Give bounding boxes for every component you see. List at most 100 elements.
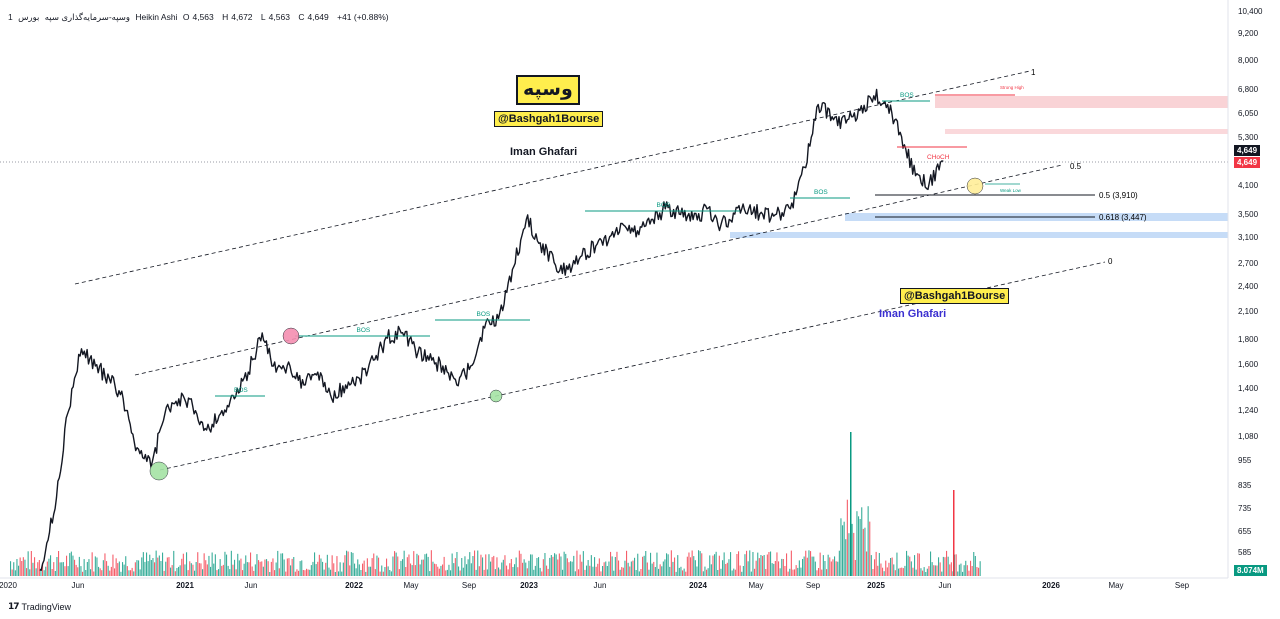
price-axis[interactable]: 10,400 9,200 8,000 6,800 6,050 5,300 4,100 3,50…: [1227, 0, 1280, 578]
volume-bar: [248, 562, 250, 576]
time-axis[interactable]: 2020 Jun 2021 Jun 2022 May Sep 2023 Jun 2024 May Se…: [0, 577, 1228, 590]
tradingview-branding[interactable]: 𝟭𝟳 TradingView: [8, 601, 71, 612]
volume-bar: [512, 567, 514, 576]
volume-bar: [357, 559, 359, 576]
volume-bar: [162, 552, 164, 576]
volume-bar: [662, 561, 664, 576]
volume-bar: [843, 521, 845, 576]
volume-bar: [763, 555, 765, 576]
volume-bar: [82, 571, 84, 576]
volume-bar: [45, 566, 47, 576]
volume-bar: [846, 499, 848, 576]
author-label-lower: Iman Ghafari: [879, 308, 947, 320]
fib-05-label: 0.5: [1070, 162, 1082, 171]
volume-bar: [944, 557, 946, 576]
volume-bar: [395, 552, 397, 576]
volume-bar: [605, 561, 607, 576]
volume-bar: [602, 566, 604, 576]
volume-bar: [240, 558, 242, 576]
volume-bar: [288, 558, 290, 576]
volume-bar: [213, 563, 215, 576]
bos-label: BOS: [900, 92, 914, 99]
volume-bar: [406, 557, 408, 576]
volume-bar: [138, 560, 140, 576]
volume-bar: [35, 568, 37, 576]
volume-bar: [86, 562, 88, 576]
volume-bar: [346, 550, 348, 576]
volume-bar: [666, 553, 668, 576]
volume-bar: [600, 571, 602, 576]
volume-bar: [758, 558, 760, 576]
volume-bar: [448, 564, 450, 576]
ticker-title-box: وسپه: [516, 75, 580, 105]
volume-bar: [88, 559, 90, 576]
volume-bar: [797, 567, 799, 576]
volume-bar: [134, 562, 136, 576]
volume-bar: [66, 555, 68, 576]
volume-bar: [506, 565, 508, 576]
volume-bar: [808, 550, 810, 576]
volume-bar: [898, 568, 900, 576]
time-tick-label: Jun: [594, 581, 607, 590]
handle-label-lower: @Bashgah1Bourse: [900, 288, 1010, 304]
volume-bar: [536, 558, 538, 576]
volume-bar: [432, 561, 434, 576]
volume-bars: [10, 432, 981, 576]
volume-bar: [954, 554, 956, 576]
volume-bar: [766, 554, 768, 576]
price-tick-label: 655: [1238, 527, 1252, 536]
author-label: Iman Ghafari: [510, 146, 578, 158]
volume-bar: [517, 567, 519, 576]
volume-bar: [494, 569, 496, 576]
volume-bar: [574, 571, 576, 576]
fib-1-label: 1: [1031, 68, 1036, 77]
volume-bar: [298, 570, 300, 576]
volume-bar: [858, 516, 860, 576]
volume-bar: [438, 568, 440, 576]
volume-bar: [589, 565, 591, 576]
volume-bar: [142, 552, 144, 576]
volume-bar: [918, 553, 920, 576]
volume-bar: [675, 571, 677, 576]
volume-bar: [941, 571, 943, 576]
volume-bar: [803, 556, 805, 576]
volume-bar: [206, 564, 208, 576]
volume-bar: [163, 570, 165, 576]
volume-bar: [619, 569, 621, 576]
handle-label: @Bashgah1Bourse: [494, 111, 604, 127]
volume-bar: [328, 567, 330, 576]
volume-bar: [949, 564, 951, 576]
volume-bar: [267, 561, 269, 576]
volume-bar: [925, 572, 927, 576]
volume-bar: [368, 566, 370, 576]
volume-bar: [798, 560, 800, 576]
volume-bar: [579, 554, 581, 576]
volume-bar: [464, 556, 466, 576]
volume-bar: [856, 511, 858, 576]
volume-bar: [184, 564, 186, 576]
volume-bar: [805, 550, 807, 576]
volume-bar: [523, 559, 525, 576]
volume-bar: [139, 569, 141, 576]
volume-bar: [270, 561, 272, 576]
volume-bar: [26, 568, 28, 576]
volume-bar: [378, 557, 380, 576]
volume-bar: [635, 570, 637, 576]
volume-bar: [704, 566, 706, 576]
volume-bar: [160, 561, 162, 576]
symbol-legend: 1 وسپه-سرمایه‌گذاری سپه بورس Heikin Ashi…: [8, 12, 392, 23]
volume-bar: [971, 566, 973, 576]
volume-bar: [154, 562, 156, 576]
volume-bar: [685, 571, 687, 576]
volume-bar: [186, 552, 188, 576]
volume-bar: [533, 569, 535, 576]
volume-bar: [779, 568, 781, 576]
volume-spike: [850, 432, 852, 576]
volume-bar: [262, 566, 264, 576]
volume-bar: [752, 552, 754, 576]
volume-bar: [854, 560, 856, 576]
volume-bar: [430, 550, 432, 576]
volume-bar: [379, 571, 381, 576]
volume-bar: [418, 555, 420, 576]
